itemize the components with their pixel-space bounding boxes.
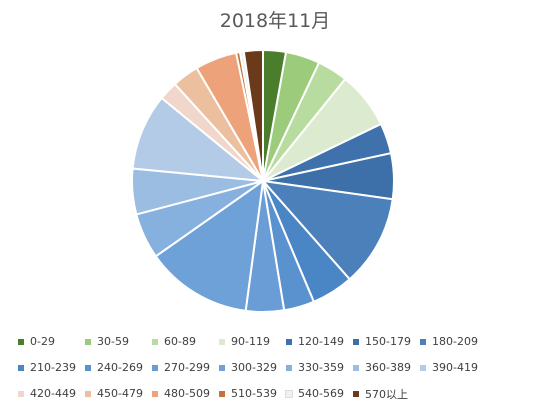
legend-item-180-209: 180-209 bbox=[414, 333, 481, 350]
legend-swatch bbox=[152, 364, 158, 371]
legend-item-300-329: 300-329 bbox=[213, 359, 280, 376]
legend-label: 570以上 bbox=[365, 387, 408, 401]
legend-swatch bbox=[219, 338, 225, 345]
legend-label: 510-539 bbox=[231, 387, 277, 400]
legend-item-60-89: 60-89 bbox=[146, 333, 213, 350]
legend-label: 390-419 bbox=[432, 361, 478, 374]
legend-item-450-479: 450-479 bbox=[79, 385, 146, 402]
legend-item-30-59: 30-59 bbox=[79, 333, 146, 350]
legend-swatch bbox=[353, 338, 359, 345]
legend-label: 210-239 bbox=[30, 361, 76, 374]
legend-swatch bbox=[85, 364, 91, 371]
pie-slices bbox=[131, 48, 396, 313]
legend-swatch bbox=[18, 390, 24, 397]
pie-slice-300-329 bbox=[154, 178, 265, 312]
chart-title: 2018年11月 bbox=[219, 10, 331, 32]
legend-item-240-269: 240-269 bbox=[79, 359, 146, 376]
legend-item-480-509: 480-509 bbox=[146, 385, 213, 402]
legend-label: 90-119 bbox=[231, 335, 270, 348]
legend: 0-29 30-59 60-89 90-119 120-149 150-179 180-20… bbox=[12, 333, 542, 402]
legend-item-570以上: 570以上 bbox=[347, 385, 414, 402]
legend-item-150-179: 150-179 bbox=[347, 333, 414, 350]
legend-swatch bbox=[286, 338, 292, 345]
legend-label: 150-179 bbox=[365, 335, 411, 348]
legend-item-330-359: 330-359 bbox=[280, 359, 347, 376]
legend-swatch bbox=[353, 390, 359, 397]
legend-swatch bbox=[219, 364, 225, 371]
legend-label: 360-389 bbox=[365, 361, 411, 374]
legend-item-270-299: 270-299 bbox=[146, 359, 213, 376]
legend-label: 540-569 bbox=[298, 387, 344, 400]
legend-item-540-569: 540-569 bbox=[280, 385, 347, 402]
legend-label: 120-149 bbox=[298, 335, 344, 348]
pie-slice-390-419 bbox=[131, 96, 267, 183]
legend-label: 480-509 bbox=[164, 387, 210, 400]
legend-item-510-539: 510-539 bbox=[213, 385, 280, 402]
legend-label: 60-89 bbox=[164, 335, 196, 348]
legend-item-390-419: 390-419 bbox=[414, 359, 481, 376]
legend-swatch bbox=[18, 364, 24, 371]
pie-slice-180-209 bbox=[260, 179, 394, 281]
pie-chart bbox=[131, 48, 396, 313]
legend-swatch bbox=[152, 390, 158, 397]
legend-label: 450-479 bbox=[97, 387, 143, 400]
legend-swatch bbox=[353, 364, 359, 371]
legend-item-0-29: 0-29 bbox=[12, 333, 79, 350]
legend-swatch bbox=[18, 338, 24, 345]
legend-item-120-149: 120-149 bbox=[280, 333, 347, 350]
legend-label: 240-269 bbox=[97, 361, 143, 374]
legend-swatch bbox=[420, 338, 426, 345]
legend-label: 330-359 bbox=[298, 361, 344, 374]
legend-swatch bbox=[85, 338, 91, 345]
legend-item-420-449: 420-449 bbox=[12, 385, 79, 402]
legend-label: 180-209 bbox=[432, 335, 478, 348]
legend-item-360-389: 360-389 bbox=[347, 359, 414, 376]
legend-label: 420-449 bbox=[30, 387, 76, 400]
pie-slice-570以上 bbox=[242, 48, 264, 182]
legend-label: 270-299 bbox=[164, 361, 210, 374]
legend-swatch bbox=[420, 364, 426, 371]
legend-label: 0-29 bbox=[30, 335, 55, 348]
legend-swatch bbox=[219, 390, 225, 397]
legend-label: 30-59 bbox=[97, 335, 129, 348]
legend-item-210-239: 210-239 bbox=[12, 359, 79, 376]
legend-label: 300-329 bbox=[231, 361, 277, 374]
legend-swatch bbox=[286, 364, 292, 371]
legend-swatch bbox=[152, 338, 158, 345]
legend-swatch bbox=[85, 390, 91, 397]
legend-item-90-119: 90-119 bbox=[213, 333, 280, 350]
legend-swatch bbox=[285, 389, 293, 398]
